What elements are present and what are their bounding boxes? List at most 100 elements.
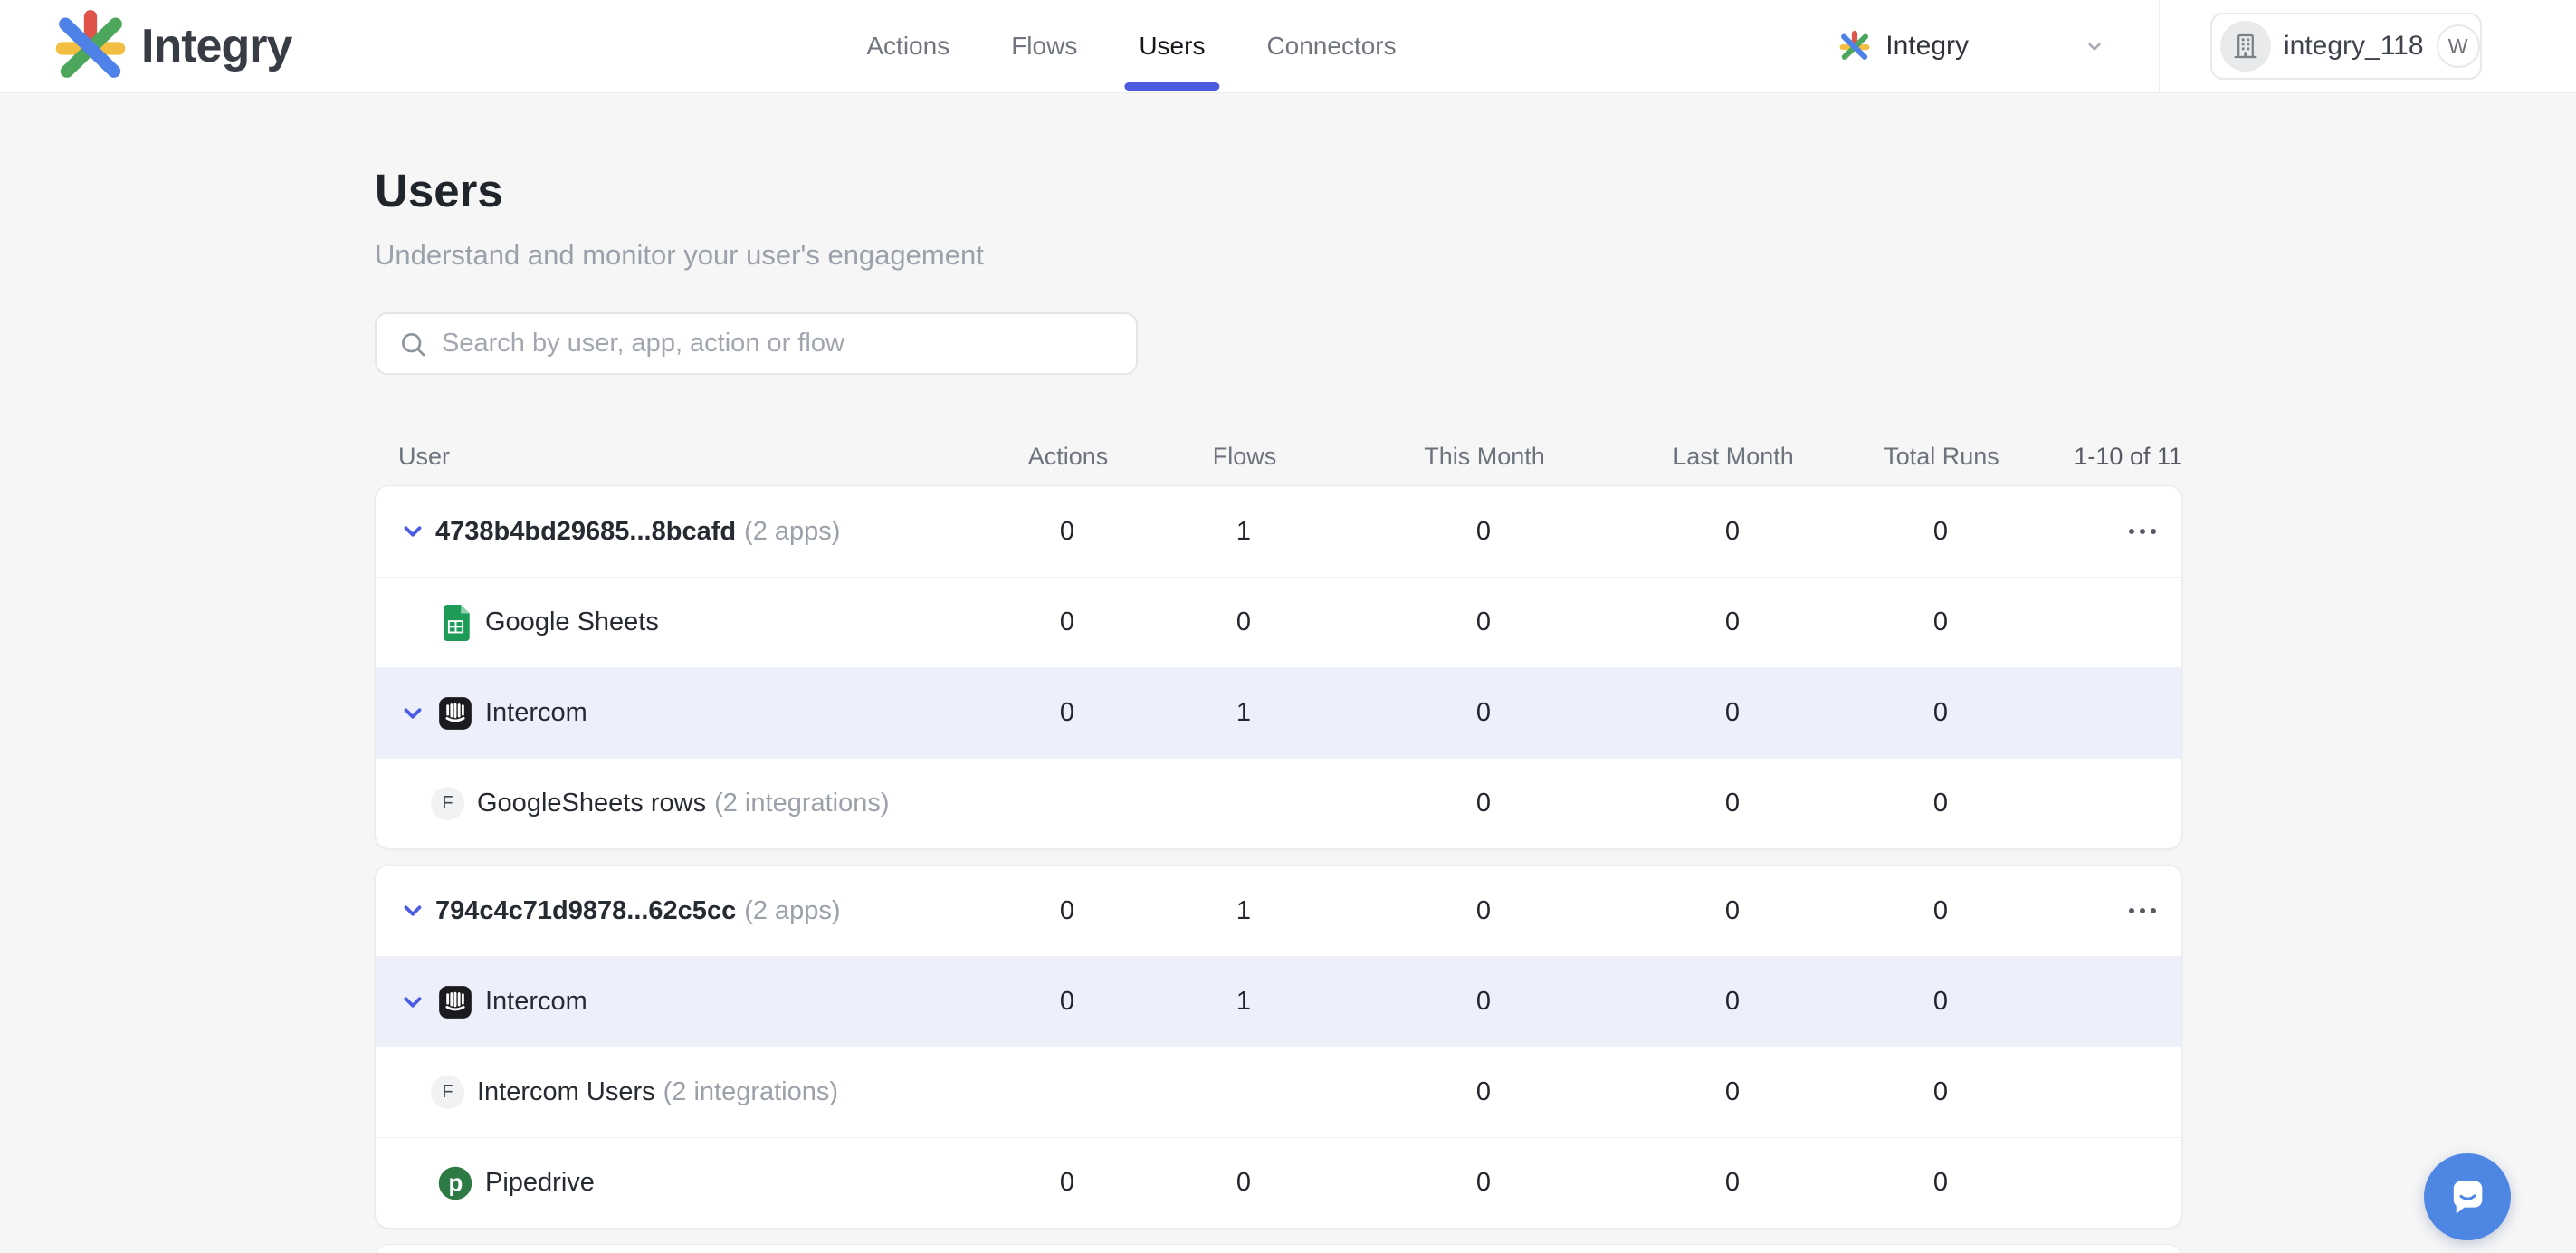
row-label: 4738b4bd29685...8bcafd [435, 516, 737, 546]
row-menu-cell [2036, 899, 2181, 923]
row-name-cell: F GoogleSheets rows (2 integrations) [376, 787, 995, 820]
column-header-last-month: Last Month [1673, 442, 1794, 470]
workspace-name: Integry [1885, 31, 1969, 61]
workspace-badge: W [2436, 24, 2480, 68]
chevron-down-icon[interactable] [399, 700, 426, 727]
cell-actions: 0 [1059, 895, 1075, 925]
chevron-down-icon[interactable] [399, 897, 426, 924]
tab-users[interactable]: Users [1124, 0, 1220, 92]
row-label: 794c4c71d9878...62c5cc [435, 895, 737, 925]
google-sheets-icon [438, 604, 472, 641]
row-name-cell: F Intercom Users (2 integrations) [376, 1076, 995, 1109]
column-header-user: User [398, 442, 451, 470]
row-label: Intercom [485, 698, 587, 727]
cell-this-month: 0 [1475, 789, 1492, 818]
cell-this-month: 0 [1475, 895, 1492, 925]
users-table: User Actions Flows This Month Last Month Tota… [375, 427, 2182, 1253]
page-subtitle: Understand and monitor your user's engag… [375, 239, 984, 271]
cell-total-runs: 0 [1932, 607, 1949, 636]
search-box [375, 312, 1138, 375]
row-label: Intercom Users [477, 1077, 655, 1106]
chat-launcher-button[interactable] [2424, 1153, 2511, 1240]
top-navbar: Integry Actions Flows Users Connectors Inte… [0, 0, 2576, 93]
navbar-divider [2159, 0, 2160, 93]
cell-flows: 1 [1236, 698, 1252, 727]
row-name-cell: Google Sheets [376, 604, 995, 641]
row-name-cell: 794c4c71d9878...62c5cc (2 apps) [376, 896, 995, 926]
cell-flows: 1 [1236, 987, 1252, 1016]
cell-last-month: 0 [1724, 1077, 1741, 1106]
cell-total-runs: 0 [1932, 895, 1949, 925]
cell-this-month: 0 [1475, 987, 1492, 1016]
user-group-card: 4738b4bd29685...8bcafd (2 apps) 0 1 0 0 0 Googl… [375, 485, 2182, 849]
chevron-down-icon[interactable] [399, 989, 426, 1016]
cell-last-month: 0 [1724, 789, 1741, 818]
account-button[interactable]: integry_118 W [2210, 13, 2482, 80]
row-label: GoogleSheets rows [477, 789, 707, 818]
row-suffix: (2 integrations) [714, 789, 890, 818]
user-row[interactable]: 794c4c71d9878...62c5cc (2 apps) 0 1 0 0 0 [376, 866, 2181, 956]
cell-flows: 0 [1236, 1168, 1252, 1197]
row-label: Google Sheets [485, 607, 659, 636]
integry-asterisk-icon [55, 10, 126, 78]
column-header-actions: Actions [1027, 442, 1109, 470]
cell-actions: 0 [1059, 1168, 1075, 1197]
chevron-down-icon[interactable] [399, 518, 426, 545]
tab-connectors[interactable]: Connectors [1266, 32, 1397, 60]
cell-flows: 0 [1236, 607, 1252, 636]
column-header-flows: Flows [1212, 442, 1277, 470]
page-title: Users [375, 165, 503, 216]
row-actions-menu-icon[interactable] [2129, 520, 2156, 543]
cell-actions: 0 [1059, 607, 1075, 636]
chevron-down-icon [2083, 34, 2106, 58]
cell-total-runs: 0 [1932, 789, 1949, 818]
cell-actions: 0 [1059, 698, 1075, 727]
cell-total-runs: 0 [1932, 698, 1949, 727]
cell-total-runs: 0 [1932, 1168, 1949, 1197]
row-suffix: (2 apps) [744, 516, 841, 546]
brand-logo[interactable]: Integry [0, 8, 292, 84]
main-nav: Actions Flows Users Connectors [859, 0, 1403, 92]
workspace-selector[interactable]: Integry [1838, 30, 2106, 62]
cell-this-month: 0 [1475, 698, 1492, 727]
svg-text:p: p [448, 1171, 463, 1196]
flow-row[interactable]: F Intercom Users (2 integrations) 0 0 0 [376, 1047, 2181, 1137]
user-row[interactable]: 4738b4bd29685...8bcafd (2 apps) 0 1 0 0 0 [376, 486, 2181, 577]
tab-flows[interactable]: Flows [1011, 32, 1078, 60]
row-name-cell: 4738b4bd29685...8bcafd (2 apps) [376, 517, 995, 547]
intercom-icon [438, 984, 472, 1020]
cell-total-runs: 0 [1932, 1077, 1949, 1106]
account-name: integry_118 [2284, 31, 2424, 61]
column-header-this-month: This Month [1424, 442, 1545, 470]
cell-total-runs: 0 [1932, 516, 1949, 546]
row-menu-cell [2036, 520, 2181, 543]
app-row[interactable]: Intercom 0 1 0 0 0 [376, 667, 2181, 758]
intercom-icon [438, 695, 472, 732]
search-icon [402, 332, 425, 356]
cell-this-month: 0 [1475, 1168, 1492, 1197]
cell-flows: 1 [1236, 895, 1252, 925]
row-label: Intercom [485, 987, 587, 1016]
search-input[interactable] [442, 316, 1136, 371]
building-icon [2234, 33, 2257, 59]
flow-avatar: F [431, 787, 464, 820]
app-row[interactable]: Google Sheets 0 0 0 0 0 [376, 577, 2181, 667]
brand-wordmark: Integry [141, 20, 292, 72]
cell-actions: 0 [1059, 987, 1075, 1016]
row-label: Pipedrive [485, 1168, 595, 1197]
cell-last-month: 0 [1724, 607, 1741, 636]
main-content: Users Understand and monitor your user's… [0, 167, 2576, 1253]
cell-last-month: 0 [1724, 895, 1741, 925]
cell-actions: 0 [1059, 516, 1075, 546]
flow-row[interactable]: F GoogleSheets rows (2 integrations) 0 0 0 [376, 758, 2181, 848]
app-row[interactable]: p Pipedrive 0 0 0 0 0 [376, 1137, 2181, 1228]
user-group-card: 794c4c71d9878...62c5cc (2 apps) 0 1 0 0 0 Inter… [375, 865, 2182, 1229]
row-actions-menu-icon[interactable] [2129, 899, 2156, 923]
cell-this-month: 0 [1475, 1077, 1492, 1106]
row-name-cell: Intercom [376, 984, 995, 1020]
cell-last-month: 0 [1724, 698, 1741, 727]
pipedrive-icon: p [438, 1165, 472, 1201]
table-header: User Actions Flows This Month Last Month Tota… [375, 427, 2182, 485]
app-row[interactable]: Intercom 0 1 0 0 0 [376, 956, 2181, 1047]
tab-actions[interactable]: Actions [866, 32, 950, 60]
